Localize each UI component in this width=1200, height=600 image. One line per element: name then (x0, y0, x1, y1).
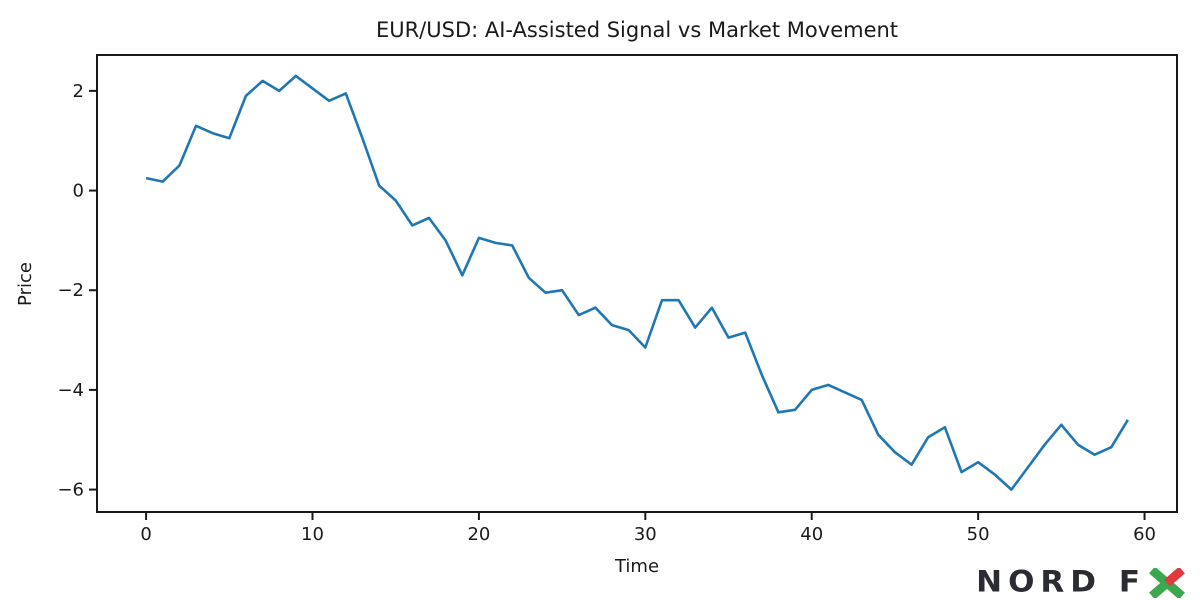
x-tick-label: 40 (800, 524, 823, 545)
x-tick-label: 60 (1133, 524, 1156, 545)
plot-border (96, 54, 1178, 513)
chart-title: EUR/USD: AI-Assisted Signal vs Market Mo… (376, 18, 898, 42)
x-tick-label: 50 (967, 524, 990, 545)
x-tick-label: 0 (140, 524, 151, 545)
nordfx-logo-x-icon (1149, 568, 1185, 598)
y-tick-label: 0 (73, 181, 84, 202)
y-axis-label: Price (15, 262, 36, 306)
y-tick-label: −6 (57, 480, 84, 501)
nordfx-logo-text: NORD F (976, 564, 1146, 599)
x-tick-label: 30 (634, 524, 657, 545)
y-tick-label: −2 (57, 280, 84, 301)
y-tick-label: −4 (57, 380, 84, 401)
x-tick-label: 10 (301, 524, 324, 545)
x-axis-label: Time (614, 556, 659, 577)
nordfx-logo: NORD F (976, 566, 1186, 598)
price-series-line (145, 74, 1130, 491)
y-tick-label: 2 (73, 81, 84, 102)
x-tick-label: 20 (467, 524, 490, 545)
